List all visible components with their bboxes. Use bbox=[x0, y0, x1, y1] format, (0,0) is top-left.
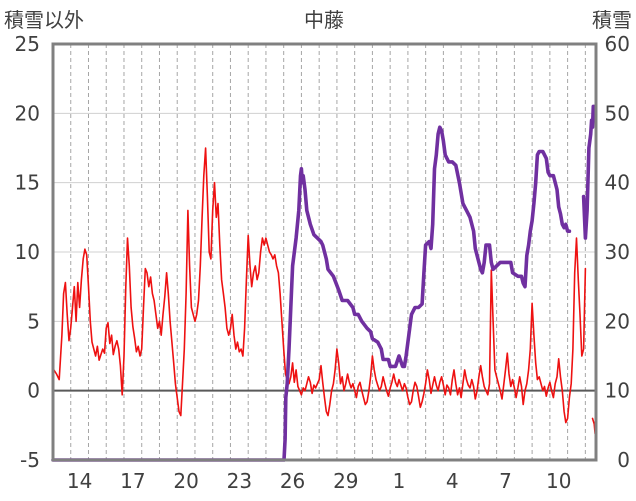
snow-depth-series-line bbox=[51, 125, 572, 462]
right-tick-label: 20 bbox=[605, 309, 630, 333]
left-axis-title: 積雪以外 bbox=[4, 8, 84, 32]
x-tick-label: 20 bbox=[173, 469, 198, 493]
chart-title: 中藤 bbox=[304, 8, 344, 32]
right-tick-label: 40 bbox=[605, 171, 630, 195]
right-tick-label: 0 bbox=[617, 448, 630, 472]
x-tick-label: 14 bbox=[67, 469, 92, 493]
left-tick-label: 5 bbox=[27, 309, 40, 333]
left-axis-ticks: -5 0 5 10 15 20 25 bbox=[15, 32, 40, 472]
snow-depth-series-line-tail bbox=[581, 104, 596, 240]
x-tick-label: 23 bbox=[227, 469, 252, 493]
x-tick-label: 10 bbox=[546, 469, 571, 493]
x-tick-label: 7 bbox=[499, 469, 512, 493]
left-tick-label: 15 bbox=[15, 171, 40, 195]
right-tick-label: 30 bbox=[605, 240, 630, 264]
x-tick-label: 1 bbox=[393, 469, 406, 493]
x-axis-ticks: 14 17 20 23 26 29 1 4 7 10 bbox=[67, 469, 572, 493]
x-tick-label: 29 bbox=[333, 469, 358, 493]
right-axis-ticks: 0 10 20 30 40 50 60 bbox=[605, 32, 630, 472]
x-tick-label: 26 bbox=[280, 469, 305, 493]
x-tick-label: 17 bbox=[120, 469, 145, 493]
non-snow-series-line bbox=[52, 147, 587, 424]
right-tick-label: 60 bbox=[605, 32, 630, 56]
right-tick-label: 50 bbox=[605, 101, 630, 125]
left-tick-label: -5 bbox=[20, 448, 40, 472]
x-tick-label: 4 bbox=[446, 469, 459, 493]
left-tick-label: 25 bbox=[15, 32, 40, 56]
right-tick-label: 10 bbox=[605, 379, 630, 403]
left-tick-label: 0 bbox=[27, 379, 40, 403]
left-tick-label: 20 bbox=[15, 101, 40, 125]
plot-frame bbox=[51, 42, 598, 462]
left-tick-label: 10 bbox=[15, 240, 40, 264]
right-axis-title: 積雪 bbox=[592, 8, 632, 32]
